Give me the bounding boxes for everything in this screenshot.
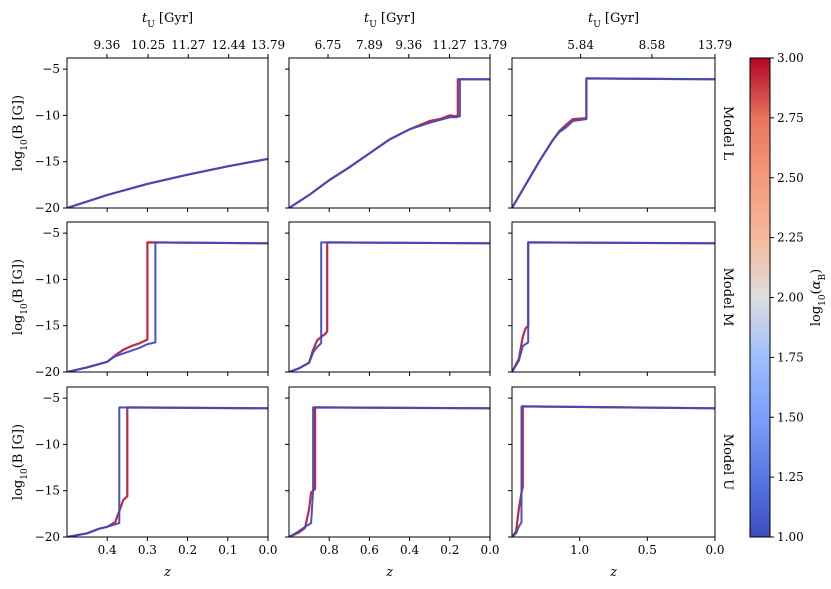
- colorbar-tick-label: 2.75: [777, 111, 804, 125]
- series-red-r1-c2: [512, 241, 715, 372]
- x-axis-label: z: [385, 565, 393, 580]
- x-axis-label: z: [609, 565, 617, 580]
- series-red-r0-c2: [512, 77, 715, 208]
- axes-frame: [511, 57, 716, 209]
- top-axis-label: tU [Gyr]: [142, 11, 193, 30]
- y-axis-label: log10(B [G]): [11, 424, 30, 500]
- colorbar-tick-label: 2.00: [777, 291, 804, 305]
- series-blue-r2-c1: [289, 406, 490, 537]
- row-label: Model U: [720, 434, 735, 490]
- axes-frame: [288, 221, 491, 373]
- panels-layer: −20 −15 −10 −5 9.36 10.25 11.27 12.44 13.79 tU [G…: [11, 11, 735, 580]
- top-axis-label: tU [Gyr]: [364, 11, 415, 30]
- axes-frame: [288, 57, 491, 209]
- top-axis-label: tU [Gyr]: [588, 11, 639, 30]
- top-tick-label: 13.79: [473, 38, 507, 52]
- series-red-r0-c0: [67, 157, 268, 208]
- top-tick-label: 9.36: [94, 38, 121, 52]
- colorbar-tick-label: 1.50: [777, 410, 804, 424]
- series-blue-r0-c0: [67, 157, 268, 208]
- top-tick-label: 11.27: [171, 38, 205, 52]
- colorbar-gradient: [749, 57, 771, 538]
- top-tick-label: 11.27: [432, 38, 466, 52]
- series-blue-r1-c1: [289, 241, 490, 372]
- x-tick-label: 0.0: [258, 543, 277, 557]
- series-blue-r2-c0: [67, 406, 268, 537]
- x-axis-label: z: [163, 565, 171, 580]
- top-tick-label: 5.84: [567, 38, 594, 52]
- y-tick-label: −20: [35, 530, 60, 544]
- y-tick-label: −5: [42, 226, 60, 240]
- top-tick-label: 9.36: [395, 38, 422, 52]
- y-tick-label: −15: [35, 155, 60, 169]
- y-tick-label: −10: [35, 272, 60, 286]
- y-tick-label: −20: [35, 201, 60, 215]
- x-tick-label: 0.1: [218, 543, 237, 557]
- panel-r0-c2: 5.84 8.58 13.79 tU [Gyr] Model L: [508, 11, 735, 212]
- colorbar-label: log10(αB): [809, 269, 828, 326]
- series-blue-r0-c1: [289, 78, 490, 208]
- panel-r1-c1: [285, 221, 491, 376]
- x-tick-label: 0.6: [360, 543, 379, 557]
- top-tick-label: 6.75: [315, 38, 342, 52]
- y-tick-label: −5: [42, 391, 60, 405]
- x-tick-label: 0.2: [178, 543, 197, 557]
- axes-frame: [288, 386, 491, 538]
- y-tick-label: −10: [35, 108, 60, 122]
- top-tick-label: 13.79: [251, 38, 285, 52]
- row-label: Model M: [720, 268, 735, 327]
- top-tick-label: 10.25: [131, 38, 165, 52]
- x-tick-label: 0.0: [705, 543, 724, 557]
- x-tick-label: 0.5: [638, 543, 657, 557]
- top-tick-label: 7.89: [356, 38, 383, 52]
- x-tick-label: 0.2: [440, 543, 459, 557]
- series-blue-r1-c0: [67, 241, 268, 372]
- colorbar-tick-label: 2.25: [777, 231, 804, 245]
- series-red-r2-c0: [67, 406, 268, 537]
- top-tick-label: 13.79: [698, 38, 732, 52]
- series-red-r1-c0: [67, 241, 268, 372]
- top-tick-label: 12.44: [212, 38, 247, 52]
- y-axis-label: log10(B [G]): [11, 95, 30, 171]
- x-tick-label: 1.0: [570, 543, 589, 557]
- series-blue-r2-c2: [512, 405, 715, 537]
- axes-frame: [66, 386, 269, 538]
- y-tick-label: −10: [35, 437, 60, 451]
- y-tick-label: −20: [35, 365, 60, 379]
- series-red-r1-c1: [289, 241, 490, 372]
- colorbar-tick-label: 2.50: [777, 171, 804, 185]
- series-red-r2-c2: [512, 405, 715, 537]
- panel-r1-c2: Model M: [508, 221, 735, 376]
- y-tick-label: −15: [35, 484, 60, 498]
- top-tick-label: 8.58: [639, 38, 666, 52]
- colorbar-tick-label: 1.25: [777, 470, 804, 484]
- y-tick-label: −15: [35, 319, 60, 333]
- row-label: Model L: [720, 106, 735, 160]
- colorbar: 1.00 1.25 1.50 1.75 2.00 2.25 2.50 2.75 3.00 log1…: [749, 51, 828, 544]
- x-tick-label: 0.4: [400, 543, 419, 557]
- panel-r2-c0: −20 −15 −10 −5 0.4 0.3 0.2 0.1 0.0 z log10(B [G]): [11, 386, 278, 580]
- y-tick-label: −5: [42, 62, 60, 76]
- x-tick-label: 0.4: [98, 543, 117, 557]
- y-axis-label: log10(B [G]): [11, 259, 30, 335]
- panel-r2-c2: 1.0 0.5 0.0 z Model U: [508, 386, 735, 580]
- colorbar-tick-label: 1.75: [777, 350, 804, 364]
- axes-frame: [66, 57, 269, 209]
- colorbar-tick-label: 1.00: [777, 530, 804, 544]
- series-red-r2-c1: [289, 406, 490, 537]
- colorbar-tick-label: 3.00: [777, 51, 804, 65]
- x-tick-label: 0.8: [320, 543, 339, 557]
- axes-frame: [66, 221, 269, 373]
- panel-r0-c1: 6.75 7.89 9.36 11.27 13.79 tU [Gyr]: [285, 11, 507, 212]
- panel-r1-c0: −20 −15 −10 −5 log10(B [G]): [11, 221, 269, 379]
- axes-frame: [511, 386, 716, 538]
- series-blue-r1-c2: [512, 241, 715, 372]
- panel-r2-c1: 0.8 0.6 0.4 0.2 0.0 z: [285, 386, 500, 580]
- x-tick-label: 0.3: [138, 543, 157, 557]
- axes-frame: [511, 221, 716, 373]
- series-blue-r0-c2: [512, 77, 715, 208]
- x-tick-label: 0.0: [480, 543, 499, 557]
- panel-r0-c0: −20 −15 −10 −5 9.36 10.25 11.27 12.44 13.79 tU [G…: [11, 11, 285, 215]
